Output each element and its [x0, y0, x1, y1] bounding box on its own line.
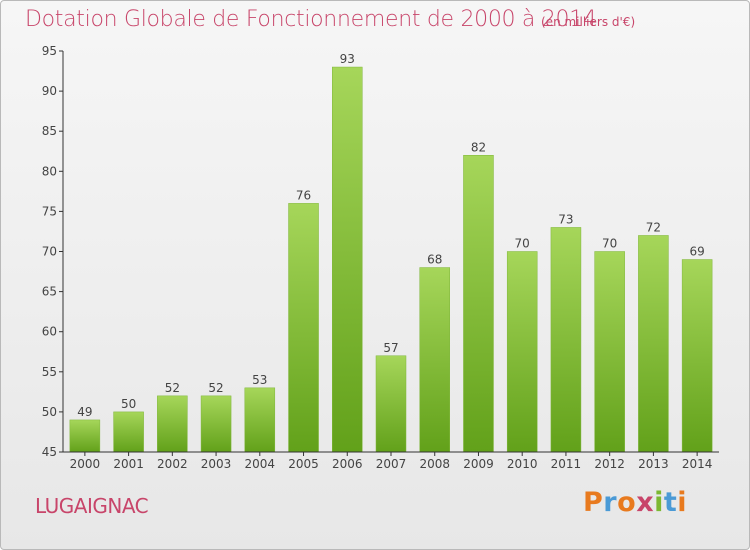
- x-tick-label: 2012: [594, 457, 625, 471]
- y-tick-label: 75: [42, 204, 57, 218]
- x-tick-label: 2003: [201, 457, 232, 471]
- bar: [375, 355, 407, 453]
- x-tick-label: 2002: [157, 457, 188, 471]
- x-tick-label: 2010: [507, 457, 538, 471]
- bar-value-label: 70: [515, 237, 530, 251]
- bar: [419, 267, 450, 453]
- x-tick-label: 2008: [419, 457, 450, 471]
- logo-letter: P: [583, 487, 604, 518]
- x-tick-label: 2004: [245, 457, 276, 471]
- bar: [200, 395, 232, 453]
- bar-value-label: 49: [77, 405, 92, 419]
- y-tick-label: 90: [42, 84, 57, 98]
- y-tick-label: 70: [42, 245, 57, 259]
- logo-letter: r: [603, 487, 618, 518]
- logo-letter: t: [663, 487, 678, 518]
- y-tick-label: 85: [42, 124, 57, 138]
- bar-value-label: 72: [646, 220, 661, 234]
- x-tick-label: 2013: [638, 457, 669, 471]
- bar-value-label: 82: [471, 140, 486, 154]
- bar: [288, 203, 319, 453]
- bar-value-label: 73: [558, 212, 573, 226]
- logo-letter: i: [677, 487, 688, 518]
- x-tick-label: 2014: [682, 457, 713, 471]
- bar-value-label: 69: [689, 245, 704, 259]
- bar-value-label: 53: [252, 373, 267, 387]
- x-tick-label: 2007: [376, 457, 407, 471]
- bar-value-label: 52: [165, 381, 180, 395]
- x-tick-label: 2011: [551, 457, 582, 471]
- bar: [157, 395, 188, 453]
- bar: [463, 155, 494, 453]
- bar: [594, 251, 625, 453]
- bar: [506, 251, 538, 453]
- logo-letter: o: [617, 487, 637, 518]
- y-tick-label: 50: [42, 405, 57, 419]
- y-tick-label: 45: [42, 445, 57, 459]
- y-tick-label: 65: [42, 285, 57, 299]
- logo-letter: x: [636, 487, 655, 518]
- bar-value-label: 52: [208, 381, 223, 395]
- bar: [113, 411, 144, 453]
- bar: [332, 66, 363, 453]
- y-tick-label: 55: [42, 365, 57, 379]
- bar: [550, 227, 582, 453]
- x-tick-label: 2006: [332, 457, 363, 471]
- bar-value-label: 68: [427, 253, 442, 267]
- proxiti-logo: Proxiti: [583, 487, 687, 518]
- chart-subtitle: (en milliers d'€): [541, 15, 636, 29]
- bar: [638, 235, 669, 453]
- x-tick-label: 2005: [288, 457, 319, 471]
- bar: [681, 259, 713, 453]
- bar-value-label: 50: [121, 397, 136, 411]
- y-tick-label: 80: [42, 164, 57, 178]
- x-tick-label: 2001: [113, 457, 144, 471]
- bar: [244, 387, 276, 453]
- bar-value-label: 70: [602, 237, 617, 251]
- commune-name: LUGAIGNAC: [35, 494, 149, 518]
- bar: [69, 419, 101, 453]
- x-tick-label: 2009: [463, 457, 494, 471]
- bar-value-label: 57: [383, 341, 398, 355]
- chart-title: Dotation Globale de Fonctionnement de 20…: [25, 7, 597, 32]
- bar-value-label: 76: [296, 188, 311, 202]
- bar-value-label: 93: [340, 52, 355, 66]
- x-tick-label: 2000: [70, 457, 101, 471]
- logo-letter: i: [654, 487, 664, 518]
- y-tick-label: 60: [42, 325, 57, 339]
- y-tick-label: 95: [42, 44, 57, 58]
